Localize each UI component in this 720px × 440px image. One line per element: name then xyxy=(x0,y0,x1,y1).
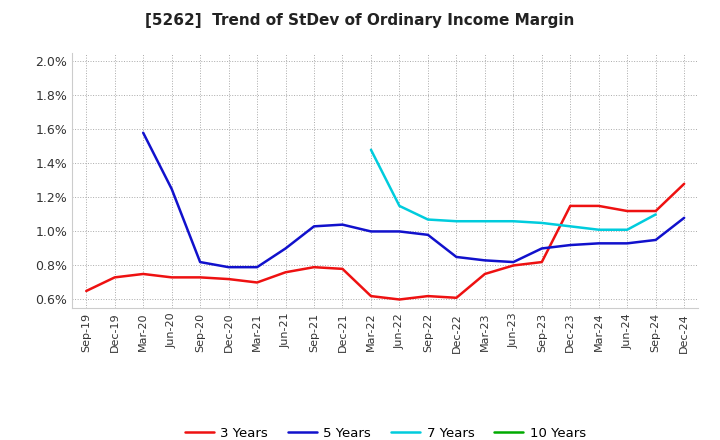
3 Years xyxy=(423,293,432,299)
3 Years xyxy=(139,271,148,277)
Text: [5262]  Trend of StDev of Ordinary Income Margin: [5262] Trend of StDev of Ordinary Income… xyxy=(145,13,575,28)
7 Years xyxy=(366,147,375,152)
5 Years xyxy=(423,232,432,238)
5 Years xyxy=(680,215,688,220)
5 Years xyxy=(509,260,518,265)
3 Years xyxy=(167,275,176,280)
5 Years xyxy=(167,186,176,191)
5 Years xyxy=(225,264,233,270)
5 Years xyxy=(196,260,204,265)
3 Years xyxy=(366,293,375,299)
3 Years xyxy=(110,275,119,280)
3 Years xyxy=(480,271,489,277)
7 Years xyxy=(537,220,546,226)
5 Years xyxy=(139,130,148,136)
Legend: 3 Years, 5 Years, 7 Years, 10 Years: 3 Years, 5 Years, 7 Years, 10 Years xyxy=(179,422,591,440)
3 Years xyxy=(566,203,575,209)
5 Years xyxy=(595,241,603,246)
5 Years xyxy=(366,229,375,234)
5 Years xyxy=(338,222,347,227)
5 Years xyxy=(310,224,318,229)
7 Years xyxy=(509,219,518,224)
Line: 5 Years: 5 Years xyxy=(143,133,684,267)
3 Years xyxy=(537,260,546,265)
5 Years xyxy=(452,254,461,260)
3 Years xyxy=(680,181,688,187)
3 Years xyxy=(310,264,318,270)
5 Years xyxy=(566,242,575,248)
3 Years xyxy=(623,209,631,214)
3 Years xyxy=(595,203,603,209)
3 Years xyxy=(82,288,91,293)
5 Years xyxy=(623,241,631,246)
5 Years xyxy=(652,237,660,242)
Line: 3 Years: 3 Years xyxy=(86,184,684,300)
3 Years xyxy=(509,263,518,268)
7 Years xyxy=(395,203,404,209)
5 Years xyxy=(395,229,404,234)
3 Years xyxy=(225,276,233,282)
3 Years xyxy=(452,295,461,301)
3 Years xyxy=(196,275,204,280)
7 Years xyxy=(452,219,461,224)
7 Years xyxy=(595,227,603,232)
3 Years xyxy=(338,266,347,271)
3 Years xyxy=(253,280,261,285)
3 Years xyxy=(652,209,660,214)
7 Years xyxy=(480,219,489,224)
3 Years xyxy=(282,270,290,275)
5 Years xyxy=(537,246,546,251)
Line: 7 Years: 7 Years xyxy=(371,150,656,230)
5 Years xyxy=(282,246,290,251)
5 Years xyxy=(253,264,261,270)
7 Years xyxy=(623,227,631,232)
7 Years xyxy=(652,212,660,217)
5 Years xyxy=(480,258,489,263)
3 Years xyxy=(395,297,404,302)
7 Years xyxy=(566,224,575,229)
7 Years xyxy=(423,217,432,222)
